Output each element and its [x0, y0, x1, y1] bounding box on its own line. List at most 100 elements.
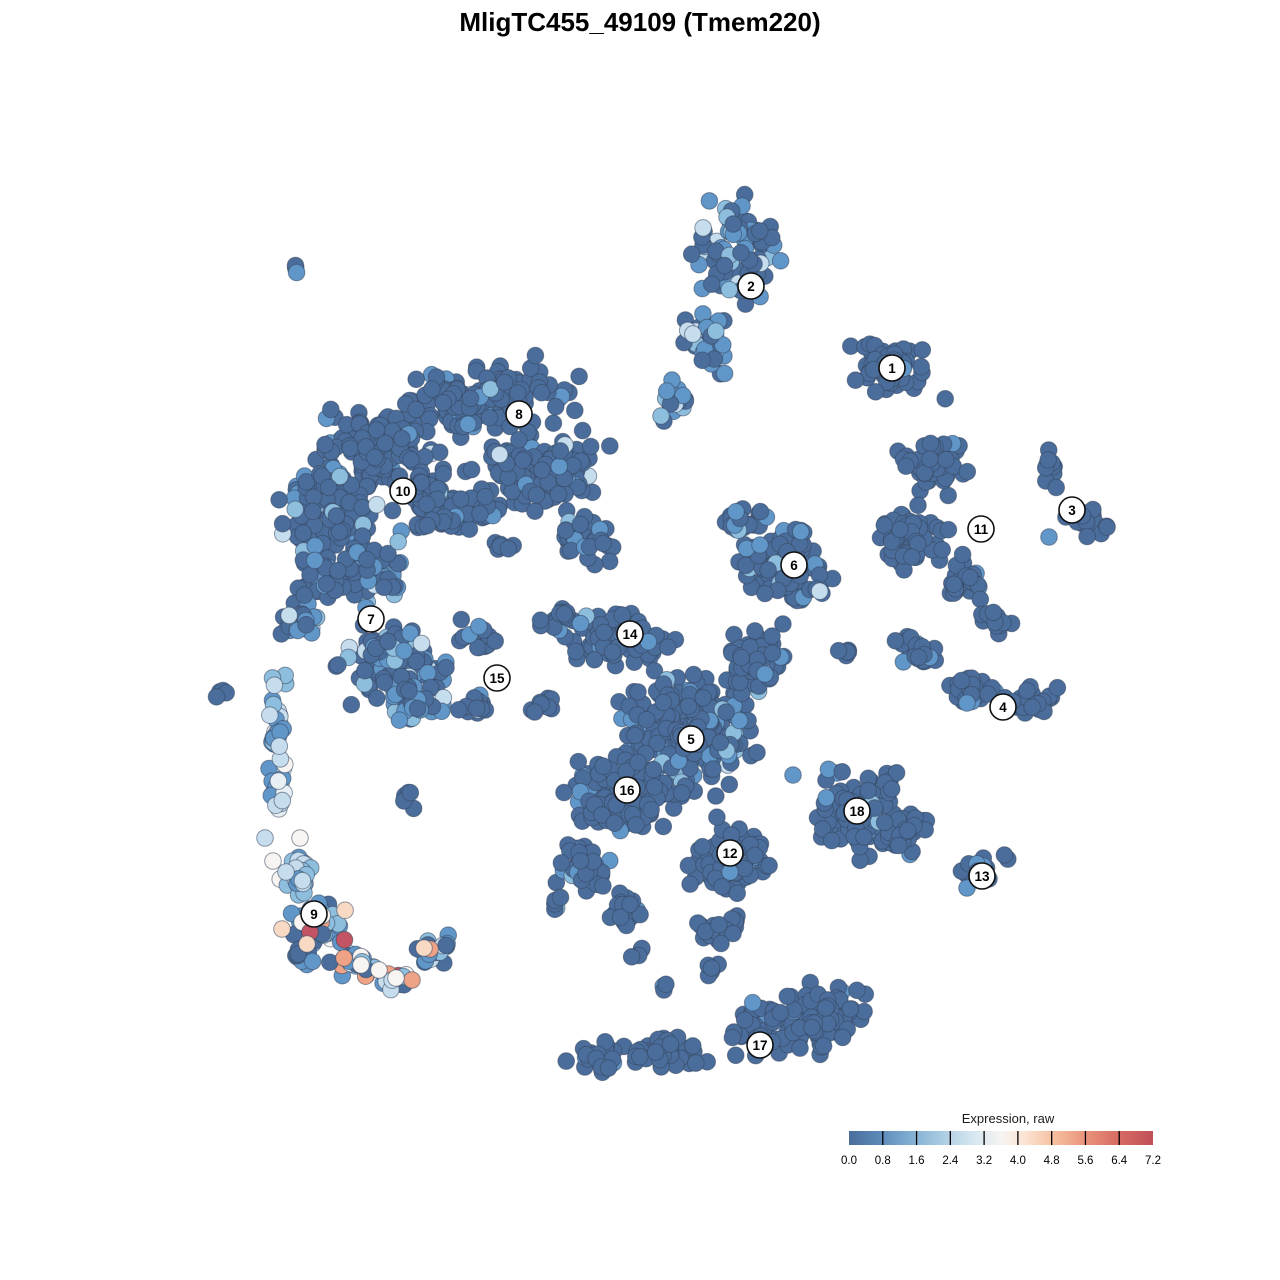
- cell-point: [265, 676, 284, 695]
- cell-point: [841, 1000, 860, 1018]
- cell-point: [379, 544, 397, 563]
- cell-point: [601, 437, 619, 455]
- cell-point: [791, 1039, 809, 1057]
- cell-point: [470, 617, 488, 636]
- cell-point: [693, 351, 712, 370]
- cell-point: [595, 623, 613, 642]
- cell-point: [303, 502, 322, 521]
- cell-point: [280, 606, 298, 625]
- cell-point: [329, 656, 347, 674]
- cell-point-highlight: [652, 407, 670, 425]
- cell-point: [531, 611, 550, 630]
- cell-point: [358, 550, 376, 569]
- cell-point: [912, 357, 931, 376]
- cell-point: [883, 533, 901, 551]
- cell-point: [450, 701, 468, 719]
- cell-point: [581, 437, 600, 456]
- cell-point: [571, 852, 590, 870]
- cell-point: [383, 501, 402, 520]
- cell-point: [732, 244, 750, 262]
- cell-point: [730, 711, 749, 730]
- cell-point: [269, 772, 288, 790]
- cell-point: [593, 806, 611, 824]
- cell-point: [460, 520, 479, 539]
- svg-text:10: 10: [395, 484, 410, 499]
- cluster-label-6: 6: [780, 551, 808, 579]
- cell-point: [712, 934, 730, 953]
- cell-point: [921, 434, 940, 453]
- cell-point: [402, 450, 420, 469]
- cell-point: [408, 699, 427, 718]
- cell-point: [679, 856, 698, 875]
- cell-point: [1098, 518, 1116, 537]
- cell-point: [353, 498, 371, 517]
- cell-point: [514, 451, 532, 470]
- cell-point: [648, 734, 666, 753]
- cell-point: [715, 364, 734, 383]
- cell-point: [952, 671, 971, 690]
- cell-point: [319, 478, 338, 497]
- cell-point: [1047, 478, 1065, 497]
- cell-point: [356, 661, 374, 680]
- cell-point: [549, 485, 568, 504]
- cell-point: [687, 1054, 705, 1072]
- cluster-label-4: 4: [989, 693, 1017, 721]
- cell-point: [375, 578, 393, 597]
- cell-point-highlight: [784, 766, 802, 784]
- cell-point: [376, 434, 394, 452]
- cell-point: [659, 638, 677, 656]
- cell-point: [848, 981, 866, 1000]
- cell-point: [468, 699, 486, 718]
- cell-point: [654, 693, 673, 712]
- cell-point: [945, 575, 963, 594]
- cell-point: [621, 895, 639, 914]
- cell-point-highlight: [273, 920, 291, 938]
- cluster-label-10: 10: [389, 477, 417, 505]
- cell-point: [327, 507, 346, 525]
- cell-point: [778, 987, 797, 1006]
- cell-point: [390, 711, 409, 730]
- cell-point: [367, 421, 386, 439]
- cell-point: [936, 390, 955, 408]
- cell-point-highlight: [352, 956, 370, 974]
- cell-point: [1048, 678, 1067, 697]
- svg-text:2: 2: [747, 279, 755, 294]
- legend-tick-label: 4.8: [1044, 1155, 1060, 1167]
- legend-colorbar: [849, 1131, 1153, 1145]
- cell-point: [646, 1043, 665, 1061]
- cell-point: [567, 642, 585, 661]
- cell-point: [760, 856, 778, 875]
- cell-point: [490, 445, 509, 464]
- cell-point: [693, 837, 712, 856]
- cell-point: [395, 642, 413, 660]
- cell-point: [921, 450, 939, 468]
- cell-point: [295, 586, 314, 604]
- cell-point: [434, 394, 453, 412]
- cell-point: [644, 760, 663, 779]
- cell-point: [329, 561, 347, 580]
- cell-point: [792, 522, 810, 541]
- cell-point: [657, 975, 675, 994]
- cell-point: [594, 757, 612, 775]
- cell-point: [631, 1048, 649, 1066]
- cell-point: [995, 846, 1014, 864]
- cell-point: [710, 915, 728, 934]
- cell-point: [297, 616, 315, 634]
- cell-point: [694, 219, 712, 237]
- cell-point: [681, 875, 699, 893]
- cluster-label-8: 8: [505, 400, 533, 428]
- cell-point: [509, 384, 527, 403]
- svg-text:13: 13: [974, 869, 990, 884]
- cell-point: [939, 520, 958, 539]
- cluster-label-1: 1: [878, 354, 906, 382]
- cell-point: [637, 710, 656, 729]
- cell-point: [368, 689, 386, 708]
- svg-text:11: 11: [974, 522, 989, 537]
- cell-point: [389, 532, 408, 551]
- cluster-label-9: 9: [300, 900, 328, 928]
- cell-point: [336, 901, 354, 920]
- cell-point: [480, 408, 499, 427]
- cell-point-highlight: [415, 939, 433, 957]
- legend-tick-label: 7.2: [1145, 1155, 1161, 1167]
